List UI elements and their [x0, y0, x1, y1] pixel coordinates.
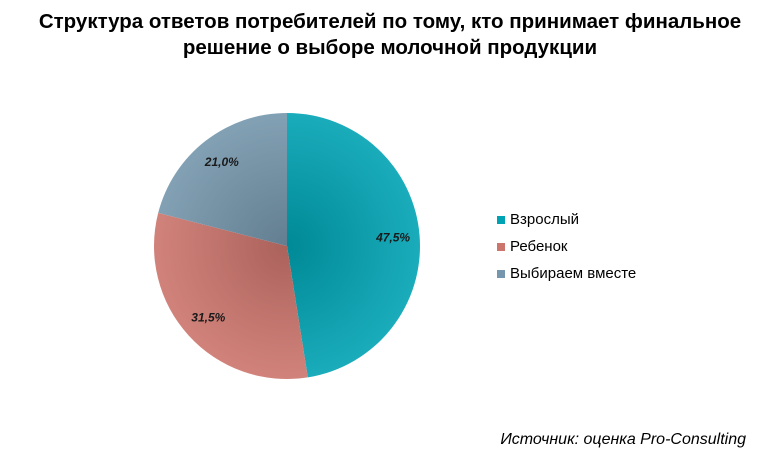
legend-item-1: Взрослый	[497, 206, 636, 233]
pie-slice-2	[154, 212, 308, 379]
legend-marker-1	[497, 215, 505, 224]
chart-title: Структура ответов потребителей по тому, …	[0, 9, 764, 61]
legend: Взрослый Ребенок Выбираем вместе	[497, 206, 636, 287]
legend-label-2: Ребенок	[510, 238, 568, 255]
legend-label-1: Взрослый	[510, 211, 579, 228]
data-label-2: 31,5%	[191, 311, 225, 325]
legend-marker-3	[497, 269, 505, 278]
pie-slices	[154, 113, 420, 379]
legend-item-3: Выбираем вместе	[497, 260, 636, 287]
pie-slice-1	[287, 113, 420, 378]
data-label-3: 21,0%	[204, 155, 239, 169]
legend-marker-2	[497, 242, 505, 251]
data-label-1: 47,5%	[375, 231, 410, 245]
chart-title-line-1: Структура ответов потребителей по тому, …	[38, 10, 742, 33]
legend-item-2: Ребенок	[497, 233, 636, 260]
pie-data-labels: 47,5% 31,5% 21,0%	[191, 155, 410, 325]
legend-label-3: Выбираем вместе	[510, 265, 637, 282]
chart-title-line-2: решение о выборе молочной продукции	[182, 36, 598, 59]
pie-slice-3	[158, 113, 287, 246]
source-note: Источник: оценка Pro-Consulting	[500, 431, 746, 448]
